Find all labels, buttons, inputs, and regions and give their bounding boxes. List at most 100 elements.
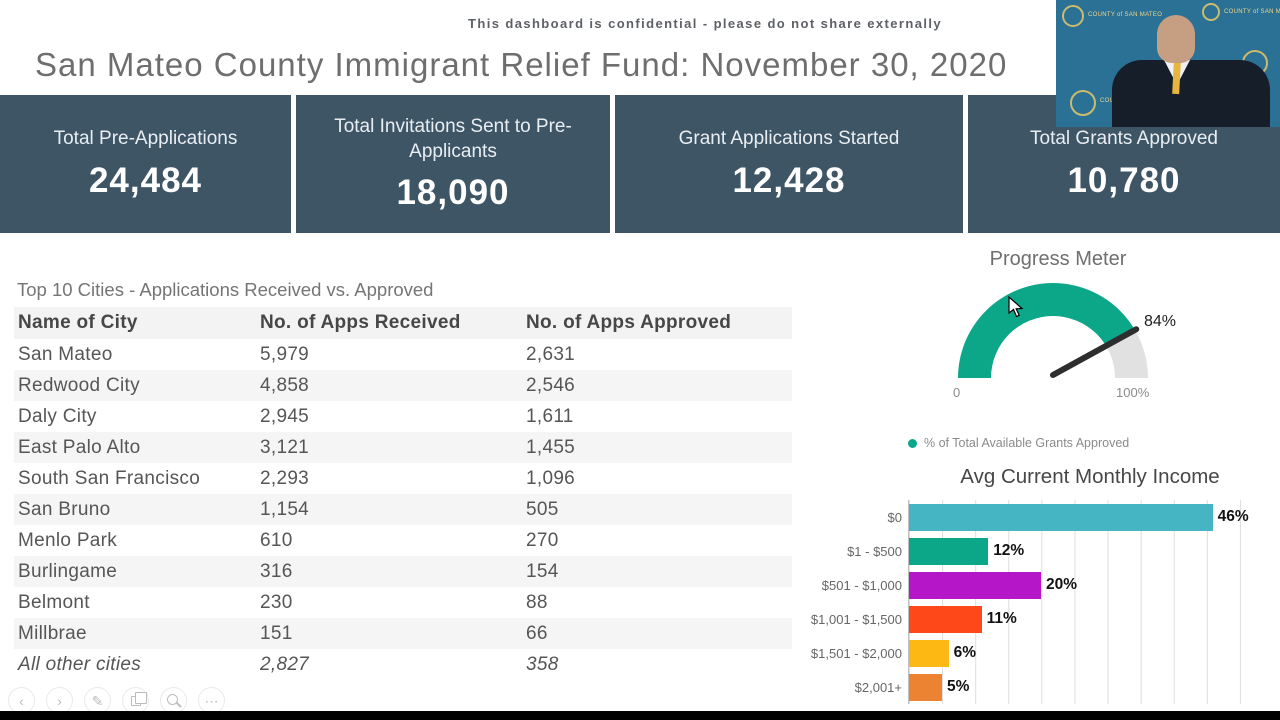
approved-cell: 1,455 <box>526 436 576 458</box>
city-cell: Redwood City <box>18 374 140 396</box>
bar <box>909 639 949 667</box>
letterbox-bar <box>0 711 1280 720</box>
received-cell: 3,121 <box>260 436 310 458</box>
bar <box>909 571 1041 599</box>
bar-category-label: $1 - $500 <box>847 543 902 559</box>
approved-cell: 2,631 <box>526 343 576 365</box>
page-title: San Mateo County Immigrant Relief Fund: … <box>35 46 1008 83</box>
bar-value-label: 20% <box>1046 576 1078 593</box>
kpi-value: 10,780 <box>1067 160 1181 200</box>
city-cell: East Palo Alto <box>18 436 141 458</box>
chevron-left-icon: ‹ <box>19 692 24 709</box>
approved-cell: 1,611 <box>526 405 574 427</box>
column-header-received: No. of Apps Received <box>256 307 522 339</box>
edit-button[interactable]: ✎ <box>84 687 111 714</box>
table-row: San Bruno 1,154 505 <box>14 494 792 525</box>
approved-cell: 2,546 <box>526 374 576 396</box>
county-seal-icon <box>1202 3 1220 21</box>
approved-cell: 358 <box>526 653 559 675</box>
legend-label: % of Total Available Grants Approved <box>924 436 1130 450</box>
bar <box>909 673 942 701</box>
chevron-right-icon: › <box>57 692 62 709</box>
approved-cell: 505 <box>526 498 559 520</box>
backdrop-watermark: COUNTY of SAN MATEO <box>1088 12 1163 18</box>
city-table: Name of City No. of Apps Received No. of… <box>14 307 792 680</box>
gauge-max-label: 100% <box>1116 385 1150 400</box>
zoom-button[interactable] <box>160 687 187 714</box>
kpi-label: Grant Applications Started <box>678 128 900 150</box>
table-row: East Palo Alto 3,121 1,455 <box>14 432 792 463</box>
column-header-approved: No. of Apps Approved <box>522 307 792 339</box>
bar-row: $1,501 - $2,000 6% <box>768 636 1272 670</box>
kpi-card-applications-started: Grant Applications Started 12,428 <box>615 95 963 233</box>
pencil-icon: ✎ <box>91 692 104 709</box>
bar-category-label: $0 <box>887 509 902 525</box>
table-row: Millbrae 151 66 <box>14 618 792 649</box>
mouse-cursor-icon <box>1008 296 1024 318</box>
bar <box>909 605 982 633</box>
received-cell: 230 <box>260 591 293 613</box>
county-seal-icon <box>1062 5 1084 27</box>
city-table-title: Top 10 Cities - Applications Received vs… <box>17 279 434 300</box>
city-cell: San Mateo <box>18 343 113 365</box>
received-cell: 2,945 <box>260 405 310 427</box>
received-cell: 1,154 <box>260 498 310 520</box>
city-cell: Belmont <box>18 591 90 613</box>
city-cell: Daly City <box>18 405 97 427</box>
backdrop-watermark: COUNTY of SAN MATEO <box>1224 9 1280 15</box>
bar-row: $2,001+ 5% <box>768 670 1272 704</box>
city-cell: San Bruno <box>18 498 111 520</box>
gauge-legend: % of Total Available Grants Approved <box>908 436 1129 450</box>
forward-button[interactable]: › <box>46 687 73 714</box>
received-cell: 610 <box>260 529 293 551</box>
county-seal-icon <box>1070 90 1096 116</box>
bar-value-label: 12% <box>993 542 1025 559</box>
bar-row: $1,001 - $1,500 11% <box>768 602 1272 636</box>
gauge-value: 84% <box>1144 313 1177 330</box>
approved-cell: 270 <box>526 529 559 551</box>
bar-row: $501 - $1,000 20% <box>768 568 1272 602</box>
received-cell: 316 <box>260 560 293 582</box>
kpi-value: 12,428 <box>732 160 846 200</box>
copy-button[interactable] <box>122 687 149 714</box>
kpi-card-pre-applications: Total Pre-Applications 24,484 <box>0 95 291 233</box>
back-button[interactable]: ‹ <box>8 687 35 714</box>
city-cell: All other cities <box>18 653 142 675</box>
received-cell: 151 <box>260 622 293 644</box>
table-row-all-other-cities: All other cities 2,827 358 <box>14 649 792 680</box>
kpi-label: Total Invitations Sent to Pre-Applicants <box>334 115 572 162</box>
received-cell: 2,827 <box>260 653 310 675</box>
gauge-title: Progress Meter <box>989 248 1127 270</box>
bar-category-label: $1,501 - $2,000 <box>810 645 902 661</box>
presenter-head <box>1157 15 1195 63</box>
bar-category-label: $1,001 - $1,500 <box>810 611 902 627</box>
bar-value-label: 6% <box>953 644 976 661</box>
city-cell: Menlo Park <box>18 529 118 551</box>
table-row: Belmont 230 88 <box>14 587 792 618</box>
table-row: South San Francisco 2,293 1,096 <box>14 463 792 494</box>
kpi-label: Total Grants Approved <box>1030 128 1218 150</box>
kpi-card-invitations-sent: Total Invitations Sent to Pre-Applicants… <box>296 95 610 233</box>
received-cell: 5,979 <box>260 343 310 365</box>
city-cell: Millbrae <box>18 622 87 644</box>
table-row: Menlo Park 610 270 <box>14 525 792 556</box>
progress-gauge: 84% 0 100% <box>953 283 1176 400</box>
kpi-value: 24,484 <box>88 160 203 200</box>
more-options-button[interactable]: ⋯ <box>198 687 225 714</box>
confidential-notice: This dashboard is confidential - please … <box>468 16 942 31</box>
income-chart: $0 46% $1 - $500 12% $501 - $1,000 20% $… <box>768 500 1272 704</box>
table-row: San Mateo 5,979 2,631 <box>14 339 792 370</box>
received-cell: 4,858 <box>260 374 310 396</box>
column-header-city: Name of City <box>14 307 256 339</box>
table-row: Redwood City 4,858 2,546 <box>14 370 792 401</box>
bar-value-label: 46% <box>1217 508 1249 525</box>
bar-value-label: 5% <box>947 678 970 695</box>
copy-icon <box>130 691 147 706</box>
approved-cell: 66 <box>526 622 548 644</box>
approved-cell: 88 <box>526 591 548 613</box>
bar-row: $1 - $500 12% <box>768 534 1272 568</box>
kpi-value: 18,090 <box>396 173 510 213</box>
city-cell: South San Francisco <box>18 467 201 489</box>
approved-cell: 154 <box>526 560 559 582</box>
bar <box>909 503 1213 531</box>
